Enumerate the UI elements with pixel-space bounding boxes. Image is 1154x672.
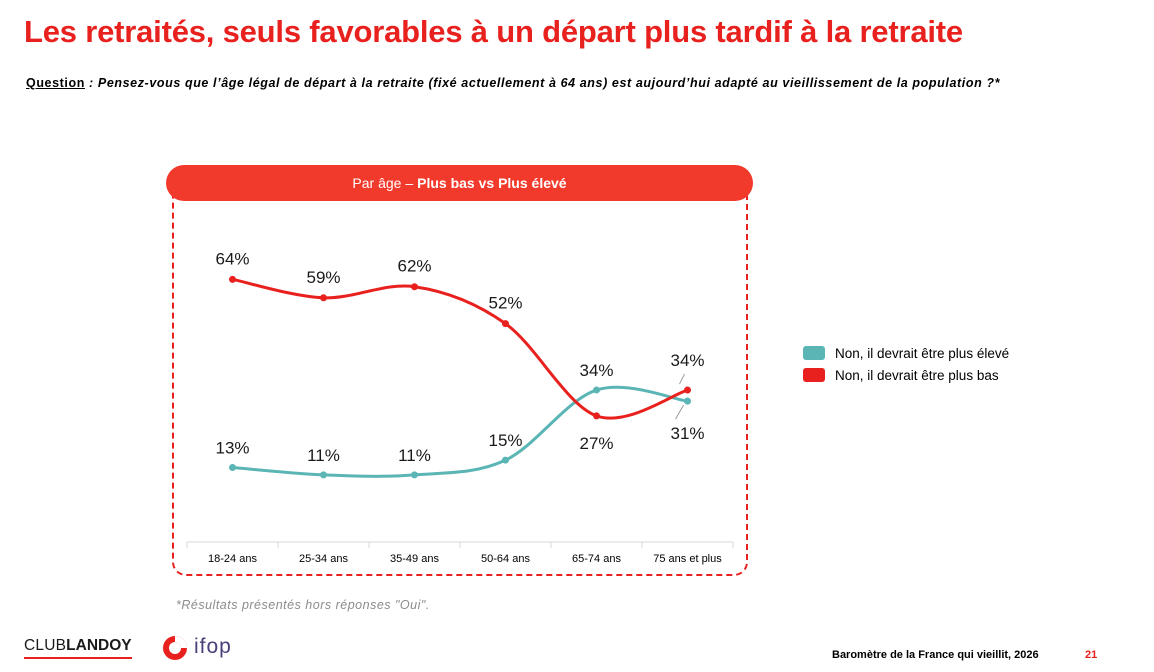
data-point — [684, 386, 691, 394]
x-tick-label: 50-64 ans — [481, 553, 530, 565]
data-label: 27% — [579, 434, 613, 453]
panel-header: Par âge – Plus bas vs Plus élevé — [166, 165, 753, 201]
logo-underline — [24, 657, 132, 659]
logo-landoy-text: LANDOY — [66, 637, 132, 654]
legend-label-eleve: Non, il devrait être plus élevé — [835, 345, 1010, 361]
data-label: 59% — [306, 268, 340, 287]
data-point — [320, 471, 327, 479]
data-point — [502, 320, 509, 328]
chart-legend: Non, il devrait être plus élevé Non, il … — [803, 343, 1009, 387]
chart-panel — [172, 188, 748, 576]
series-line-eleve — [231, 385, 689, 478]
data-point — [593, 386, 600, 394]
data-label: 31% — [670, 424, 704, 443]
club-landoy-logo: CLUBLANDOY — [24, 637, 132, 659]
footer-source: Baromètre de la France qui vieillit, 202… — [832, 649, 1039, 661]
data-label: 15% — [488, 431, 522, 450]
legend-item-bas: Non, il devrait être plus bas — [803, 365, 1009, 385]
data-point — [229, 275, 236, 283]
x-tick-label: 65-74 ans — [572, 553, 621, 565]
data-label: 34% — [579, 361, 613, 380]
legend-label-bas: Non, il devrait être plus bas — [835, 367, 999, 383]
data-label: 62% — [397, 257, 431, 276]
leader-line — [679, 373, 685, 385]
panel-header-bold: Plus bas vs Plus élevé — [417, 175, 567, 191]
logo-club-text: CLUB — [24, 637, 67, 654]
data-label: 64% — [215, 249, 249, 268]
ifop-mark-icon — [163, 636, 187, 660]
leader-line — [675, 404, 684, 420]
data-point — [593, 412, 600, 420]
data-point — [320, 294, 327, 302]
series-line-bas — [231, 277, 689, 420]
data-label: 34% — [670, 351, 704, 370]
x-tick-label: 25-34 ans — [299, 553, 348, 565]
page-number: 21 — [1085, 649, 1098, 661]
footnote: *Résultats présentés hors réponses "Oui"… — [176, 598, 430, 612]
data-point — [684, 397, 691, 405]
page-title: Les retraités, seuls favorables à un dép… — [24, 14, 963, 49]
question-text: Question : Pensez-vous que l’âge légal d… — [26, 76, 1146, 90]
data-label: 52% — [488, 294, 522, 313]
data-label: 11% — [398, 446, 431, 465]
data-point — [229, 464, 236, 472]
legend-item-eleve: Non, il devrait être plus élevé — [803, 343, 1009, 363]
x-tick-label: 18-24 ans — [208, 553, 257, 565]
ifop-logo: ifop — [160, 632, 232, 662]
data-point — [411, 471, 418, 479]
panel-header-prefix: Par âge – — [352, 175, 414, 191]
legend-swatch-eleve — [803, 346, 825, 360]
data-label: 13% — [215, 439, 249, 458]
data-label: 11% — [307, 446, 340, 465]
x-tick-label: 75 ans et plus — [653, 553, 722, 565]
question-body: : Pensez-vous que l’âge légal de départ … — [84, 76, 1001, 90]
data-point — [502, 456, 509, 464]
logo-ifop-text: ifop — [194, 635, 232, 658]
question-label: Question — [26, 76, 85, 90]
x-tick-label: 35-49 ans — [390, 553, 439, 565]
legend-swatch-bas — [803, 368, 825, 382]
data-point — [411, 283, 418, 291]
